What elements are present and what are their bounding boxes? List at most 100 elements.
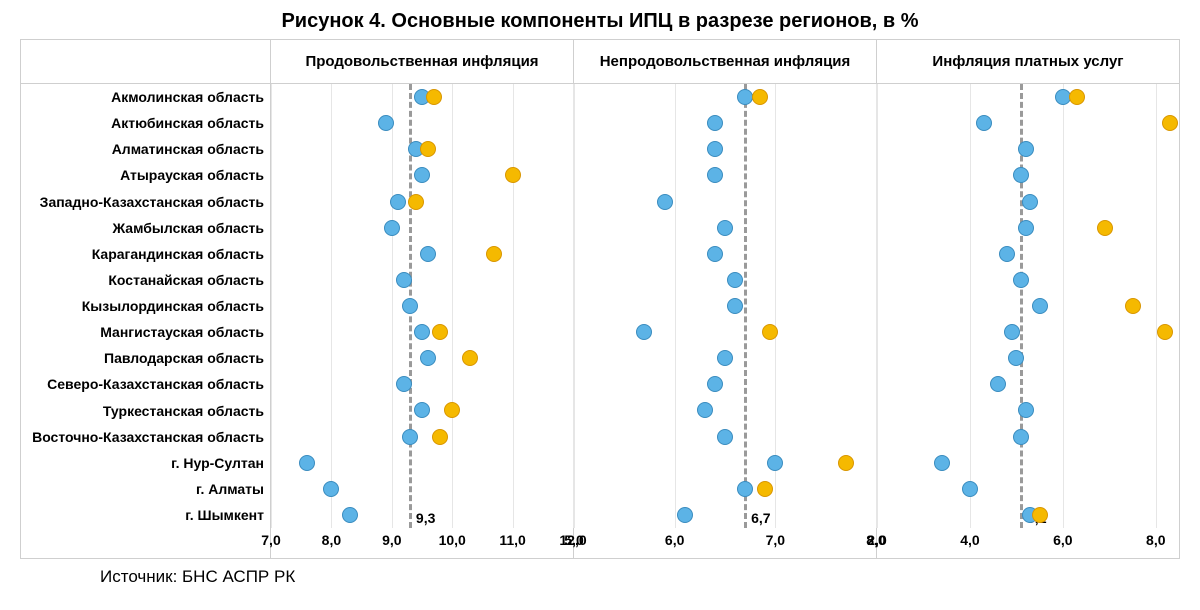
plot-area: 6,7 [574, 84, 876, 528]
x-tick-label: 8,0 [1146, 532, 1165, 548]
series-a-marker [717, 429, 733, 445]
series-b-marker [1097, 220, 1113, 236]
panel: Инфляция платных услуг5,12,04,06,08,0 [877, 40, 1179, 558]
series-b-marker [432, 324, 448, 340]
region-label: г. Нур-Султан [21, 450, 264, 476]
x-tick-label: 2,0 [867, 532, 886, 548]
x-axis: 5,06,07,08,0 [574, 528, 876, 558]
region-label: Актюбинская область [21, 110, 264, 136]
series-b-marker [420, 141, 436, 157]
region-label: Туркестанская область [21, 398, 264, 424]
panel: Непродовольственная инфляция 6,7 5,06,07,0… [574, 40, 877, 558]
chart-source: Источник: БНС АСПР РК [100, 567, 1180, 587]
series-b-marker [1069, 89, 1085, 105]
series-a-marker [323, 481, 339, 497]
plot-area: 5,1 [877, 84, 1179, 528]
series-b-marker [1125, 298, 1141, 314]
series-b-marker [432, 429, 448, 445]
region-axis: Акмолинская областьАктюбинская областьАл… [21, 40, 271, 558]
reference-line [744, 84, 747, 528]
series-a-marker [999, 246, 1015, 262]
series-a-marker [1018, 402, 1034, 418]
reference-label: 9,3 [416, 510, 435, 526]
series-a-marker [962, 481, 978, 497]
gridline [392, 84, 393, 528]
series-a-marker [707, 246, 723, 262]
series-b-marker [408, 194, 424, 210]
series-a-marker [1004, 324, 1020, 340]
x-tick-label: 7,0 [261, 532, 280, 548]
region-label: Павлодарская область [21, 345, 264, 371]
gridline [1063, 84, 1064, 528]
x-tick-label: 4,0 [960, 532, 979, 548]
series-a-marker [1013, 167, 1029, 183]
series-a-marker [1008, 350, 1024, 366]
series-a-marker [934, 455, 950, 471]
panel-title: Инфляция платных услуг [877, 40, 1179, 84]
gridline [574, 84, 575, 528]
series-b-marker [762, 324, 778, 340]
region-label: г. Шымкент [21, 502, 264, 528]
series-a-marker [1032, 298, 1048, 314]
series-a-marker [1022, 194, 1038, 210]
region-label: Восточно-Казахстанская область [21, 424, 264, 450]
series-b-marker [757, 481, 773, 497]
gridline [1156, 84, 1157, 528]
series-a-marker [976, 115, 992, 131]
series-a-marker [414, 167, 430, 183]
chart-title: Рисунок 4. Основные компоненты ИПЦ в раз… [20, 10, 1180, 33]
series-b-marker [505, 167, 521, 183]
x-tick-label: 8,0 [322, 532, 341, 548]
series-a-marker [299, 455, 315, 471]
region-label: Акмолинская область [21, 84, 264, 110]
series-a-marker [727, 298, 743, 314]
series-b-marker [1157, 324, 1173, 340]
series-a-marker [1013, 429, 1029, 445]
x-tick-label: 5,0 [564, 532, 583, 548]
series-b-marker [426, 89, 442, 105]
region-labels: Акмолинская областьАктюбинская областьАл… [21, 84, 264, 528]
series-a-marker [707, 115, 723, 131]
series-a-marker [414, 324, 430, 340]
region-label: Жамбылская область [21, 215, 264, 241]
series-a-marker [636, 324, 652, 340]
plot-area: 9,3 [271, 84, 573, 528]
series-b-marker [838, 455, 854, 471]
series-a-marker [1013, 272, 1029, 288]
gridline [513, 84, 514, 528]
panel: Продовольственная инфляция9,37,08,09,010… [271, 40, 574, 558]
series-a-marker [717, 220, 733, 236]
reference-label: 6,7 [751, 510, 770, 526]
series-b-marker [444, 402, 460, 418]
series-a-marker [707, 376, 723, 392]
gridline [877, 84, 878, 528]
series-a-marker [697, 402, 713, 418]
region-label: Костанайская область [21, 267, 264, 293]
chart-frame: Акмолинская областьАктюбинская областьАл… [20, 39, 1180, 559]
series-b-marker [486, 246, 502, 262]
series-a-marker [390, 194, 406, 210]
series-a-marker [657, 194, 673, 210]
series-a-marker [767, 455, 783, 471]
x-tick-label: 9,0 [382, 532, 401, 548]
gridline [970, 84, 971, 528]
series-b-marker [752, 89, 768, 105]
region-label: г. Алматы [21, 476, 264, 502]
series-a-marker [677, 507, 693, 523]
series-a-marker [384, 220, 400, 236]
series-a-marker [737, 89, 753, 105]
panel-title: Непродовольственная инфляция [574, 40, 876, 84]
series-a-marker [707, 167, 723, 183]
series-a-marker [727, 272, 743, 288]
region-label: Алматинская область [21, 136, 264, 162]
series-a-marker [402, 298, 418, 314]
series-a-marker [342, 507, 358, 523]
series-b-marker [1032, 507, 1048, 523]
series-a-marker [396, 272, 412, 288]
panel-title: Продовольственная инфляция [271, 40, 573, 84]
region-axis-header-spacer [21, 40, 270, 84]
x-tick-label: 6,0 [1053, 532, 1072, 548]
region-label: Карагандинская область [21, 241, 264, 267]
region-label: Северо-Казахстанская область [21, 371, 264, 397]
series-a-marker [990, 376, 1006, 392]
